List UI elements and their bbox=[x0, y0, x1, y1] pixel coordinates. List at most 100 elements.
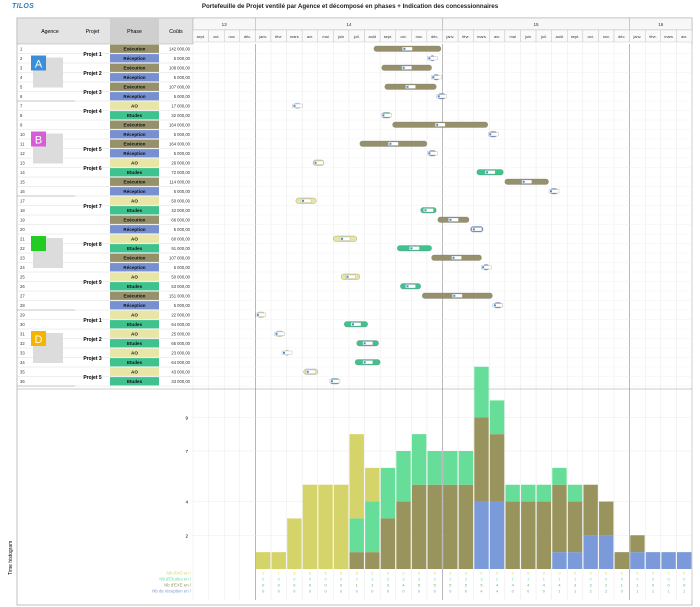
series-value: 4 bbox=[543, 583, 546, 588]
phase-cell bbox=[110, 377, 159, 386]
series-value: 0 bbox=[558, 571, 561, 576]
concessionnaire-label bbox=[362, 341, 373, 346]
project-name: Projet 5 bbox=[83, 147, 102, 153]
hist-bar-exe bbox=[380, 518, 396, 569]
series-value: 0 bbox=[636, 577, 639, 582]
hist-bar-etu bbox=[505, 484, 520, 502]
concessionnaire-icon bbox=[341, 237, 344, 240]
concessionnaire-icon bbox=[482, 266, 485, 269]
series-value: 0 bbox=[683, 571, 686, 576]
hist-bar-rec bbox=[552, 552, 567, 569]
phase-label: Exécution bbox=[124, 47, 146, 52]
concessionnaire-label bbox=[488, 132, 499, 137]
series-value: 0 bbox=[434, 571, 437, 576]
phase-cell bbox=[110, 348, 159, 357]
series-value: 1 bbox=[356, 583, 358, 588]
phase-cell bbox=[110, 101, 159, 110]
concessionnaire-icon bbox=[363, 361, 366, 364]
concessionnaire-label bbox=[548, 189, 560, 194]
series-value: 0 bbox=[309, 577, 312, 582]
phase-label: Réception bbox=[123, 56, 145, 61]
phase-label: AO bbox=[131, 370, 138, 375]
concessionnaire-icon bbox=[432, 76, 435, 79]
hist-bar-rec bbox=[489, 501, 505, 569]
month-label: févr. bbox=[275, 34, 282, 39]
hist-y-tick: 7 bbox=[185, 449, 188, 454]
hist-bar-rec bbox=[630, 552, 645, 569]
hist-bar-exe bbox=[536, 501, 552, 569]
row-number: 9 bbox=[20, 123, 23, 128]
concessionnaire-icon bbox=[428, 57, 431, 60]
concessionnaire-icon bbox=[293, 104, 296, 107]
series-value: 1 bbox=[574, 577, 576, 582]
series-value: 0 bbox=[480, 571, 483, 576]
series-value: 0 bbox=[324, 589, 327, 594]
row-number: 12 bbox=[20, 151, 25, 156]
series-label: Nb d'EXE en / bbox=[164, 583, 192, 588]
phase-cell bbox=[110, 225, 159, 234]
series-value: 0 bbox=[512, 571, 515, 576]
hist-bar-exe bbox=[599, 501, 614, 536]
hist-bar-ao bbox=[333, 484, 349, 569]
page-title: Portefeuille de Projet ventilé par Agenc… bbox=[201, 3, 499, 10]
hist-y-tick: 2 bbox=[185, 533, 188, 538]
phase-label: Etudes bbox=[127, 360, 143, 365]
hist-bar-etu bbox=[458, 451, 474, 485]
concessionnaire-label bbox=[431, 75, 442, 80]
concessionnaire-icon bbox=[449, 218, 452, 221]
series-value: 0 bbox=[668, 571, 671, 576]
agency-letter: A bbox=[35, 59, 43, 71]
series-value: 1 bbox=[558, 589, 560, 594]
row-number: 19 bbox=[20, 218, 25, 223]
phase-label: Etudes bbox=[127, 322, 143, 327]
month-label: nov. bbox=[603, 34, 610, 39]
row-number: 8 bbox=[20, 113, 23, 118]
phase-cell bbox=[110, 339, 159, 348]
concessionnaire-icon bbox=[346, 275, 349, 278]
phase-label: Réception bbox=[123, 151, 145, 156]
hist-bar-ao bbox=[255, 552, 271, 569]
concessionnaire-label bbox=[484, 170, 496, 175]
year-label: 14 bbox=[346, 22, 352, 27]
concessionnaire-icon bbox=[472, 228, 475, 231]
hist-bar-etu bbox=[536, 484, 552, 502]
phase-cell bbox=[110, 54, 159, 63]
hist-bar-ao bbox=[302, 484, 318, 569]
phase-cell bbox=[110, 272, 159, 281]
cost-value: 66 000,00 bbox=[171, 218, 190, 223]
concessionnaire-icon bbox=[256, 313, 259, 316]
cost-value: 114 000,00 bbox=[169, 180, 190, 185]
series-value: 0 bbox=[668, 577, 671, 582]
hist-bar-exe bbox=[630, 535, 645, 553]
phase-label: AO bbox=[131, 332, 138, 337]
series-value: 5 bbox=[418, 583, 420, 588]
series-value: 0 bbox=[605, 571, 608, 576]
phase-label: AO bbox=[131, 104, 138, 109]
series-value: 0 bbox=[278, 589, 281, 594]
agency-letter: D bbox=[35, 334, 43, 346]
agency-icon bbox=[31, 236, 46, 251]
concessionnaire-icon bbox=[549, 190, 552, 193]
series-value: 0 bbox=[402, 571, 405, 576]
month-label: nov. bbox=[416, 34, 423, 39]
row-number: 34 bbox=[20, 360, 25, 365]
phase-label: Etudes bbox=[127, 113, 143, 118]
month-label: sept. bbox=[384, 34, 392, 39]
hist-bar-etu bbox=[567, 484, 583, 502]
row-number: 11 bbox=[20, 142, 25, 147]
phase-cell bbox=[110, 196, 159, 205]
cost-value: 5 000,00 bbox=[174, 151, 191, 156]
series-value: 0 bbox=[418, 589, 421, 594]
concessionnaire-label bbox=[388, 141, 399, 146]
phase-cell bbox=[110, 329, 159, 338]
cost-value: 5 000,00 bbox=[174, 227, 191, 232]
project-name: Projet 5 bbox=[83, 375, 102, 381]
cost-value: 64 000,00 bbox=[171, 322, 190, 327]
phase-cell bbox=[110, 63, 159, 72]
hist-bar-exe bbox=[349, 552, 364, 569]
row-number: 33 bbox=[20, 351, 25, 356]
cost-value: 91 000,00 bbox=[171, 246, 190, 251]
cost-value: 5 000,00 bbox=[174, 56, 191, 61]
series-value: 0 bbox=[309, 583, 312, 588]
phase-label: Réception bbox=[123, 132, 145, 137]
